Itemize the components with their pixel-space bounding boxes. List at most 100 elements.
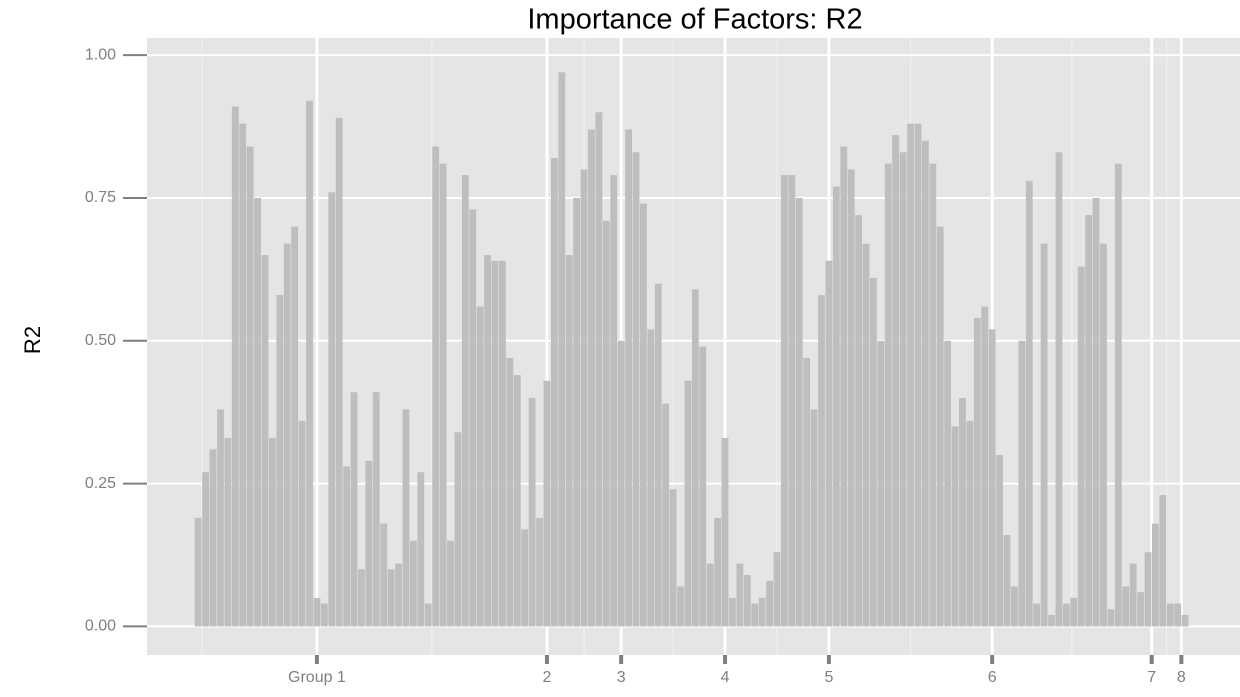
bar	[1114, 163, 1122, 627]
bar	[721, 437, 729, 627]
bar	[461, 175, 469, 627]
bar	[714, 517, 722, 627]
bar	[1011, 586, 1018, 627]
bar	[580, 169, 588, 627]
bar	[550, 157, 558, 627]
bar	[1144, 552, 1152, 627]
bar	[202, 472, 210, 627]
bar	[832, 186, 840, 627]
bar	[1085, 215, 1093, 627]
bar	[1055, 152, 1063, 627]
x-tick-label: 6	[988, 669, 997, 686]
bar	[788, 175, 796, 627]
bar	[1181, 615, 1189, 627]
bar	[706, 563, 714, 627]
bar	[795, 197, 803, 627]
bar	[780, 175, 788, 627]
bar	[558, 72, 566, 627]
bar	[602, 220, 610, 627]
bar	[944, 340, 952, 627]
bar	[996, 455, 1003, 627]
bar	[432, 146, 440, 627]
bar	[988, 329, 996, 627]
x-tick-label: 3	[617, 669, 626, 686]
bar	[959, 397, 966, 627]
y-tick-label: 0.25	[85, 475, 116, 492]
bar	[1018, 340, 1026, 627]
bar	[729, 597, 736, 627]
bar	[966, 420, 974, 627]
bar	[899, 152, 907, 627]
bar	[654, 283, 662, 627]
bar	[884, 163, 892, 627]
bar	[973, 317, 981, 627]
bar	[239, 123, 247, 627]
bar	[231, 106, 239, 627]
bar	[1122, 586, 1130, 627]
bar	[402, 409, 410, 627]
bar	[194, 517, 202, 627]
y-tick-label: 0.50	[85, 332, 116, 349]
bar	[484, 255, 492, 627]
y-tick-label: 0.75	[85, 189, 116, 206]
bar	[528, 397, 536, 627]
bar	[662, 403, 670, 627]
bar	[914, 123, 922, 627]
bar	[343, 466, 351, 627]
bar	[1137, 592, 1144, 627]
bar	[335, 117, 343, 627]
bar	[610, 175, 618, 627]
bar	[447, 540, 454, 627]
bar	[640, 203, 647, 627]
bar	[595, 112, 603, 627]
bar	[617, 340, 625, 627]
bar	[254, 197, 261, 627]
bar	[409, 540, 417, 627]
bar	[209, 449, 217, 627]
bar	[625, 129, 632, 627]
bar	[758, 597, 766, 627]
bar	[766, 580, 773, 627]
x-tick-label: 2	[542, 669, 551, 686]
bar	[246, 146, 254, 627]
bar	[276, 295, 284, 627]
bar	[1003, 535, 1011, 627]
bar	[513, 375, 521, 627]
bar	[870, 277, 877, 627]
bar	[736, 563, 744, 627]
bar	[1174, 603, 1182, 627]
bar	[1166, 603, 1174, 627]
bar	[921, 140, 929, 627]
bar	[936, 226, 944, 627]
bar	[1107, 609, 1115, 627]
bar	[424, 603, 432, 627]
bar	[573, 197, 581, 627]
bar	[1025, 180, 1033, 627]
x-tick-label: 5	[824, 669, 833, 686]
bar	[743, 575, 751, 627]
bar	[417, 472, 425, 627]
x-tick-label: Group 1	[288, 669, 346, 686]
bar	[862, 243, 870, 627]
bar	[543, 380, 551, 627]
bar	[283, 243, 291, 627]
bar	[261, 255, 269, 627]
x-tick-label: 7	[1147, 669, 1156, 686]
bar	[291, 226, 299, 627]
x-tick-label: 8	[1177, 669, 1186, 686]
bar	[825, 260, 833, 627]
bar	[951, 426, 959, 627]
bar	[1062, 603, 1070, 627]
y-tick-label: 0.00	[85, 618, 116, 635]
bar	[469, 209, 477, 627]
bar	[328, 192, 336, 627]
bar	[224, 437, 232, 627]
bar	[1040, 243, 1048, 627]
bar	[847, 169, 855, 627]
bar	[818, 295, 825, 627]
bar	[217, 409, 224, 627]
chart-title: Importance of Factors: R2	[527, 4, 862, 36]
bar	[647, 329, 655, 627]
bar	[803, 357, 811, 627]
